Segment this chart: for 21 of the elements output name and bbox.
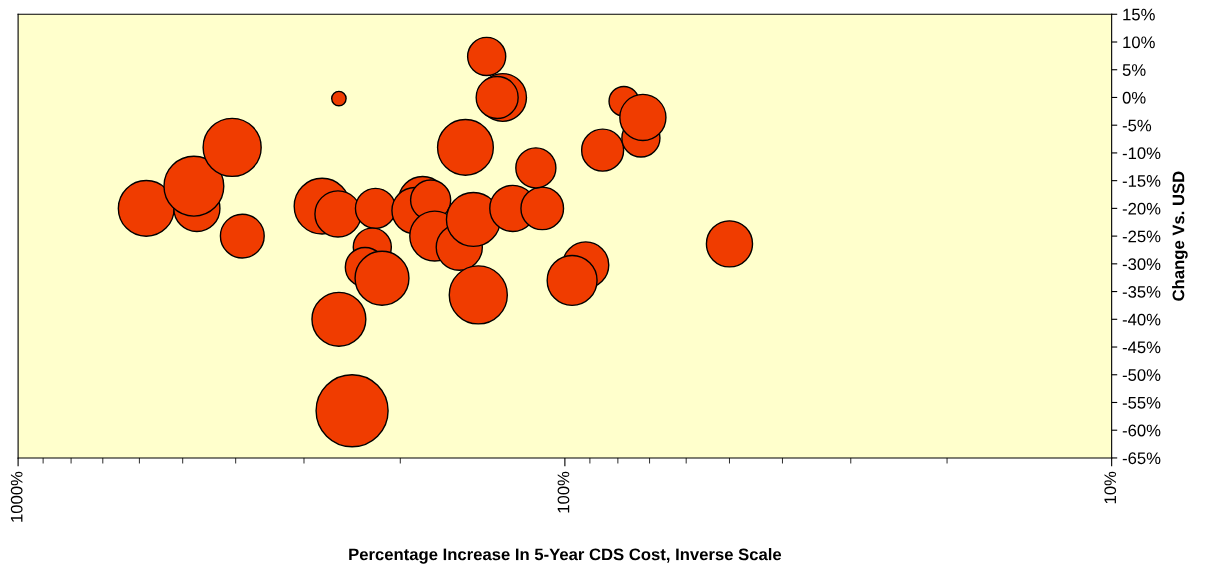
y-tick-label: -60% — [1122, 424, 1161, 437]
y-tick-label: 0% — [1122, 91, 1146, 104]
y-tick-label: 15% — [1123, 8, 1155, 21]
y-tick-label: -65% — [1122, 452, 1161, 465]
y-tick-label: -45% — [1122, 341, 1161, 354]
y-tick-label: -55% — [1122, 396, 1161, 409]
y-tick-label: -40% — [1122, 313, 1161, 326]
y-tick-label: -30% — [1122, 258, 1161, 271]
x-tick-label: 1000% — [10, 471, 23, 522]
y-tick-label: -25% — [1122, 230, 1161, 243]
y-tick-label: 10% — [1123, 36, 1155, 49]
y-axis-title: Change Vs. USD — [1172, 171, 1188, 301]
y-tick-label: -50% — [1122, 369, 1161, 381]
y-tick-label: -10% — [1122, 147, 1161, 160]
x-axis-title: Percentage Increase In 5-Year CDS Cost, Inverse Scale — [349, 548, 782, 564]
x-tick-label: 100% — [557, 471, 570, 513]
y-tick-label: -5% — [1122, 119, 1152, 132]
y-tick-label: -35% — [1122, 285, 1161, 298]
y-tick-label: -15% — [1122, 175, 1161, 187]
y-tick-label: -20% — [1122, 202, 1161, 215]
y-tick-label: 5% — [1122, 64, 1146, 76]
